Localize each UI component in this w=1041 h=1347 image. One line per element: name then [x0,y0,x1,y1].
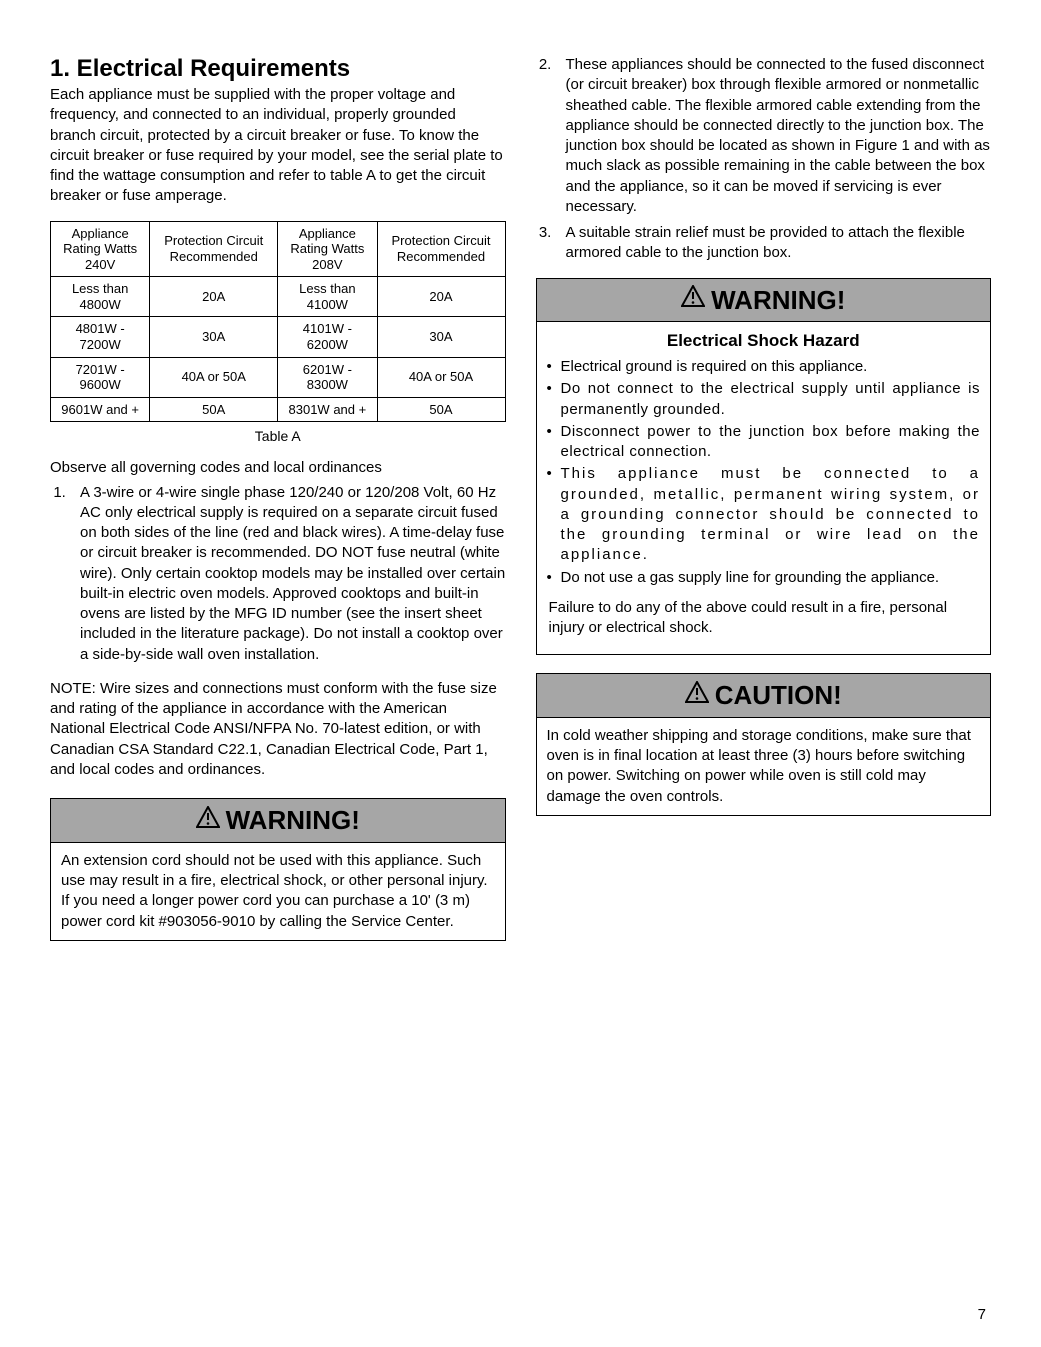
table-row: Less than 4800W 20A Less than 4100W 20A [51,277,506,317]
caution-body: In cold weather shipping and storage con… [537,718,991,815]
warning-icon [196,804,220,835]
page-number: 7 [978,1306,986,1323]
th: Appliance Rating Watts 208V [278,221,377,277]
warning-box-1: WARNING! An extension cord should not be… [50,798,506,941]
amperage-table: Appliance Rating Watts 240V Protection C… [50,221,506,423]
caution-title: CAUTION! [715,680,842,710]
warning-bullets: Electrical ground is required on this ap… [547,357,981,588]
caution-icon [685,679,709,710]
table-row: 4801W - 7200W 30A 4101W - 6200W 30A [51,317,506,357]
list-item: A suitable strain relief must be provide… [556,223,992,264]
observe-text: Observe all governing codes and local or… [50,458,506,478]
bullet-item: This appliance must be connected to a gr… [547,464,981,565]
warning-title: WARNING! [226,805,360,835]
note-paragraph: NOTE: Wire sizes and connections must co… [50,679,506,780]
warning-body: An extension cord should not be used wit… [51,843,505,940]
warning-title: WARNING! [711,285,845,315]
bullet-item: Do not connect to the electrical supply … [547,379,981,420]
warning-box-2: WARNING! Electrical Shock Hazard Electri… [536,278,992,656]
table-caption: Table A [50,428,506,444]
warning-subtitle: Electrical Shock Hazard [547,330,981,353]
table-row: 7201W - 9600W 40A or 50A 6201W - 8300W 4… [51,357,506,397]
intro-paragraph: Each appliance must be supplied with the… [50,85,506,207]
ordered-list-left: A 3-wire or 4-wire single phase 120/240 … [50,483,506,665]
th: Appliance Rating Watts 240V [51,221,150,277]
list-item: These appliances should be connected to … [556,55,992,217]
table-row: 9601W and + 50A 8301W and + 50A [51,397,506,422]
th: Protection Circuit Recommended [150,221,278,277]
th: Protection Circuit Recommended [377,221,505,277]
caution-box: CAUTION! In cold weather shipping and st… [536,673,992,816]
list-item: A 3-wire or 4-wire single phase 120/240 … [70,483,506,665]
bullet-item: Disconnect power to the junction box bef… [547,422,981,463]
warning-icon [681,283,705,314]
bullet-item: Do not use a gas supply line for groundi… [547,568,981,588]
ordered-list-right: These appliances should be connected to … [536,55,992,264]
bullet-item: Electrical ground is required on this ap… [547,357,981,377]
section-heading: 1. Electrical Requirements [50,55,506,83]
failure-text: Failure to do any of the above could res… [547,598,981,647]
